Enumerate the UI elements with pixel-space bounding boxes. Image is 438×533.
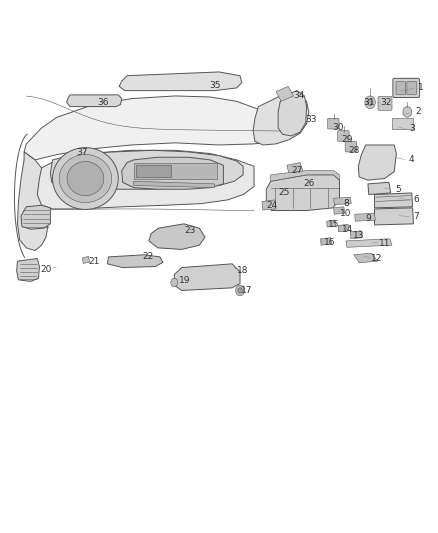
Circle shape xyxy=(365,96,375,109)
Text: 18: 18 xyxy=(237,266,248,275)
Text: 27: 27 xyxy=(291,166,303,175)
Text: 3: 3 xyxy=(409,125,415,133)
Polygon shape xyxy=(368,182,391,195)
FancyBboxPatch shape xyxy=(338,131,349,141)
Polygon shape xyxy=(327,220,336,227)
Text: 22: 22 xyxy=(142,253,154,261)
Text: 23: 23 xyxy=(185,226,196,235)
Text: 32: 32 xyxy=(381,98,392,107)
Text: 25: 25 xyxy=(278,189,290,197)
Polygon shape xyxy=(18,152,48,251)
FancyBboxPatch shape xyxy=(396,82,406,94)
Circle shape xyxy=(171,278,178,287)
Polygon shape xyxy=(374,193,413,208)
Polygon shape xyxy=(354,253,378,263)
Text: 29: 29 xyxy=(342,135,353,144)
Text: 36: 36 xyxy=(97,98,109,107)
Polygon shape xyxy=(266,175,339,211)
FancyBboxPatch shape xyxy=(392,118,413,129)
Polygon shape xyxy=(122,157,223,189)
Polygon shape xyxy=(107,255,163,268)
Polygon shape xyxy=(338,224,349,232)
Text: 11: 11 xyxy=(379,239,390,248)
Polygon shape xyxy=(17,259,39,281)
FancyBboxPatch shape xyxy=(407,82,417,94)
Polygon shape xyxy=(374,208,413,225)
Circle shape xyxy=(236,285,244,296)
Text: 20: 20 xyxy=(40,265,52,273)
FancyBboxPatch shape xyxy=(393,78,420,98)
Polygon shape xyxy=(276,86,293,101)
Polygon shape xyxy=(119,72,242,91)
Polygon shape xyxy=(50,150,243,189)
Text: 33: 33 xyxy=(305,116,317,124)
FancyBboxPatch shape xyxy=(328,118,339,129)
FancyBboxPatch shape xyxy=(345,141,357,152)
Text: 7: 7 xyxy=(413,213,419,221)
Polygon shape xyxy=(253,96,309,145)
Text: 24: 24 xyxy=(267,201,278,209)
Polygon shape xyxy=(174,264,240,290)
Polygon shape xyxy=(149,224,205,249)
Text: 8: 8 xyxy=(343,199,349,208)
Text: 1: 1 xyxy=(417,84,424,92)
Text: 10: 10 xyxy=(340,209,352,217)
Text: 6: 6 xyxy=(413,196,419,204)
Polygon shape xyxy=(37,150,254,209)
Polygon shape xyxy=(271,171,339,181)
Text: 31: 31 xyxy=(364,98,375,107)
Polygon shape xyxy=(278,91,307,136)
Text: 30: 30 xyxy=(332,124,344,132)
Text: 37: 37 xyxy=(77,149,88,157)
Text: 4: 4 xyxy=(409,156,414,164)
Polygon shape xyxy=(287,163,303,174)
Polygon shape xyxy=(350,231,362,239)
Text: 5: 5 xyxy=(395,185,401,194)
Polygon shape xyxy=(321,238,332,245)
Text: 17: 17 xyxy=(241,286,252,295)
Text: 13: 13 xyxy=(353,231,365,240)
FancyBboxPatch shape xyxy=(378,96,392,110)
Polygon shape xyxy=(21,205,50,229)
Text: 35: 35 xyxy=(210,81,221,90)
Polygon shape xyxy=(134,181,215,188)
Text: 26: 26 xyxy=(303,180,314,188)
Polygon shape xyxy=(67,161,104,196)
Polygon shape xyxy=(24,96,280,160)
Text: 14: 14 xyxy=(342,225,353,233)
Polygon shape xyxy=(53,148,118,209)
Text: 2: 2 xyxy=(416,108,421,116)
Polygon shape xyxy=(82,256,90,263)
Polygon shape xyxy=(334,207,345,214)
Polygon shape xyxy=(358,145,396,180)
Text: 15: 15 xyxy=(328,221,339,229)
Text: 34: 34 xyxy=(293,92,304,100)
Text: 19: 19 xyxy=(179,276,191,285)
FancyBboxPatch shape xyxy=(136,165,171,177)
Circle shape xyxy=(238,288,242,293)
Polygon shape xyxy=(67,95,122,107)
Circle shape xyxy=(403,107,412,117)
Polygon shape xyxy=(346,239,392,247)
Polygon shape xyxy=(262,200,276,210)
Polygon shape xyxy=(59,155,112,203)
Text: 9: 9 xyxy=(365,214,371,223)
Text: 21: 21 xyxy=(88,257,100,265)
Text: 12: 12 xyxy=(371,254,382,263)
Polygon shape xyxy=(355,213,375,221)
FancyBboxPatch shape xyxy=(134,163,217,179)
Polygon shape xyxy=(334,197,351,205)
Text: 16: 16 xyxy=(324,238,335,247)
Text: 28: 28 xyxy=(348,146,360,155)
Circle shape xyxy=(367,99,373,106)
